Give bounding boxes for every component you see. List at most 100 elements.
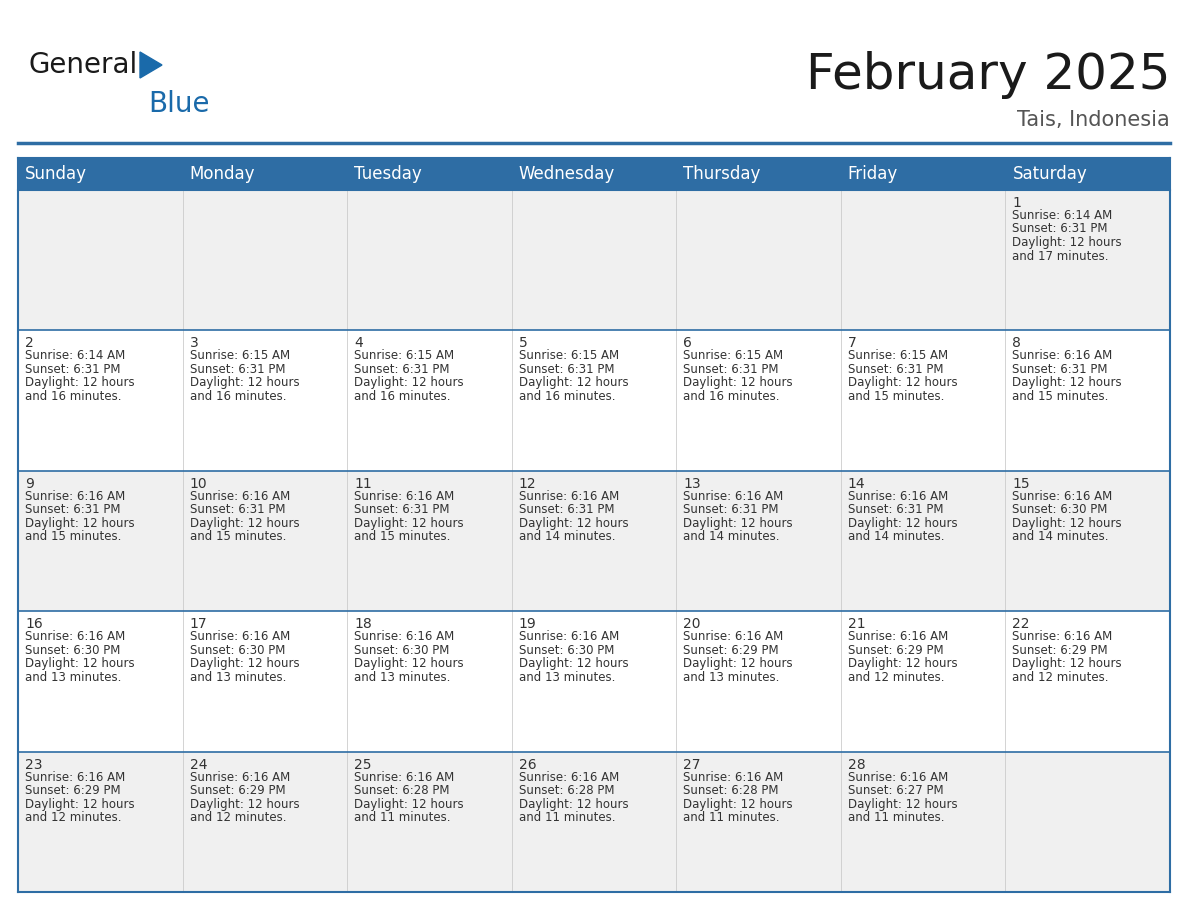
Text: Daylight: 12 hours: Daylight: 12 hours: [25, 376, 134, 389]
Text: Wednesday: Wednesday: [519, 165, 615, 183]
Text: and 13 minutes.: and 13 minutes.: [519, 671, 615, 684]
Text: 28: 28: [848, 757, 866, 772]
Text: 11: 11: [354, 476, 372, 491]
Text: and 14 minutes.: and 14 minutes.: [683, 531, 779, 543]
Text: Sunset: 6:31 PM: Sunset: 6:31 PM: [354, 363, 449, 375]
Text: Daylight: 12 hours: Daylight: 12 hours: [190, 798, 299, 811]
Text: Daylight: 12 hours: Daylight: 12 hours: [519, 657, 628, 670]
Text: Daylight: 12 hours: Daylight: 12 hours: [683, 376, 792, 389]
Text: Sunrise: 6:14 AM: Sunrise: 6:14 AM: [1012, 209, 1113, 222]
Text: and 15 minutes.: and 15 minutes.: [190, 531, 286, 543]
Text: and 12 minutes.: and 12 minutes.: [190, 812, 286, 824]
Text: Daylight: 12 hours: Daylight: 12 hours: [683, 657, 792, 670]
Text: Sunrise: 6:16 AM: Sunrise: 6:16 AM: [354, 770, 454, 784]
Text: Daylight: 12 hours: Daylight: 12 hours: [25, 798, 134, 811]
Text: 16: 16: [25, 617, 43, 632]
Text: 26: 26: [519, 757, 536, 772]
Text: and 13 minutes.: and 13 minutes.: [683, 671, 779, 684]
Text: Sunset: 6:29 PM: Sunset: 6:29 PM: [683, 644, 779, 656]
Text: Sunrise: 6:16 AM: Sunrise: 6:16 AM: [25, 630, 125, 644]
Bar: [676, 158, 841, 190]
Text: Sunset: 6:31 PM: Sunset: 6:31 PM: [190, 503, 285, 516]
Text: 19: 19: [519, 617, 537, 632]
Text: Daylight: 12 hours: Daylight: 12 hours: [519, 798, 628, 811]
Text: 14: 14: [848, 476, 866, 491]
Text: Sunrise: 6:16 AM: Sunrise: 6:16 AM: [1012, 490, 1113, 503]
Text: Sunday: Sunday: [25, 165, 87, 183]
Bar: [1005, 158, 1170, 190]
Text: Daylight: 12 hours: Daylight: 12 hours: [1012, 376, 1121, 389]
Text: Sunrise: 6:16 AM: Sunrise: 6:16 AM: [25, 490, 125, 503]
Text: 1: 1: [1012, 196, 1022, 210]
Text: Daylight: 12 hours: Daylight: 12 hours: [25, 657, 134, 670]
Text: and 17 minutes.: and 17 minutes.: [1012, 250, 1108, 263]
Text: Sunrise: 6:15 AM: Sunrise: 6:15 AM: [848, 350, 948, 363]
Text: 10: 10: [190, 476, 207, 491]
Text: Sunrise: 6:16 AM: Sunrise: 6:16 AM: [1012, 350, 1113, 363]
Text: and 16 minutes.: and 16 minutes.: [519, 390, 615, 403]
Text: Sunset: 6:31 PM: Sunset: 6:31 PM: [519, 363, 614, 375]
Text: Sunset: 6:31 PM: Sunset: 6:31 PM: [1012, 363, 1108, 375]
Text: Daylight: 12 hours: Daylight: 12 hours: [25, 517, 134, 530]
Text: Sunset: 6:31 PM: Sunset: 6:31 PM: [354, 503, 449, 516]
Text: Sunrise: 6:16 AM: Sunrise: 6:16 AM: [354, 630, 454, 644]
Text: Daylight: 12 hours: Daylight: 12 hours: [190, 657, 299, 670]
Text: Sunset: 6:31 PM: Sunset: 6:31 PM: [683, 503, 779, 516]
Text: Daylight: 12 hours: Daylight: 12 hours: [683, 798, 792, 811]
Text: Sunrise: 6:16 AM: Sunrise: 6:16 AM: [1012, 630, 1113, 644]
Text: and 11 minutes.: and 11 minutes.: [354, 812, 450, 824]
Text: Sunrise: 6:16 AM: Sunrise: 6:16 AM: [25, 770, 125, 784]
Text: Sunset: 6:29 PM: Sunset: 6:29 PM: [1012, 644, 1108, 656]
Text: Sunset: 6:27 PM: Sunset: 6:27 PM: [848, 784, 943, 797]
Text: Daylight: 12 hours: Daylight: 12 hours: [848, 376, 958, 389]
Polygon shape: [140, 52, 162, 78]
Text: 23: 23: [25, 757, 43, 772]
Text: 5: 5: [519, 336, 527, 351]
Text: Blue: Blue: [148, 90, 209, 118]
Text: Daylight: 12 hours: Daylight: 12 hours: [1012, 236, 1121, 249]
Bar: [347, 158, 512, 190]
Text: Sunset: 6:28 PM: Sunset: 6:28 PM: [354, 784, 449, 797]
Text: 21: 21: [848, 617, 866, 632]
Text: Sunset: 6:31 PM: Sunset: 6:31 PM: [519, 503, 614, 516]
Text: and 11 minutes.: and 11 minutes.: [519, 812, 615, 824]
Text: 6: 6: [683, 336, 693, 351]
Text: Sunrise: 6:14 AM: Sunrise: 6:14 AM: [25, 350, 125, 363]
Text: Daylight: 12 hours: Daylight: 12 hours: [1012, 517, 1121, 530]
Bar: [18, 611, 1170, 752]
Text: Sunrise: 6:16 AM: Sunrise: 6:16 AM: [848, 770, 948, 784]
Text: Daylight: 12 hours: Daylight: 12 hours: [848, 657, 958, 670]
Text: and 12 minutes.: and 12 minutes.: [1012, 671, 1108, 684]
Text: Monday: Monday: [190, 165, 255, 183]
Text: and 16 minutes.: and 16 minutes.: [683, 390, 779, 403]
Text: and 13 minutes.: and 13 minutes.: [354, 671, 450, 684]
Text: Sunset: 6:30 PM: Sunset: 6:30 PM: [519, 644, 614, 656]
Text: Sunset: 6:31 PM: Sunset: 6:31 PM: [1012, 222, 1108, 236]
Bar: [18, 471, 1170, 611]
Text: Daylight: 12 hours: Daylight: 12 hours: [190, 376, 299, 389]
Text: 27: 27: [683, 757, 701, 772]
Text: General: General: [29, 51, 138, 79]
Text: Sunset: 6:31 PM: Sunset: 6:31 PM: [848, 503, 943, 516]
Text: February 2025: February 2025: [805, 51, 1170, 99]
Text: 25: 25: [354, 757, 372, 772]
Text: Sunrise: 6:15 AM: Sunrise: 6:15 AM: [683, 350, 783, 363]
Text: 13: 13: [683, 476, 701, 491]
Text: Tuesday: Tuesday: [354, 165, 422, 183]
Text: Sunset: 6:30 PM: Sunset: 6:30 PM: [190, 644, 285, 656]
Text: Sunset: 6:29 PM: Sunset: 6:29 PM: [25, 784, 121, 797]
Text: Daylight: 12 hours: Daylight: 12 hours: [683, 517, 792, 530]
Text: Sunset: 6:31 PM: Sunset: 6:31 PM: [848, 363, 943, 375]
Text: Sunset: 6:30 PM: Sunset: 6:30 PM: [25, 644, 120, 656]
Text: and 15 minutes.: and 15 minutes.: [25, 531, 121, 543]
Text: and 14 minutes.: and 14 minutes.: [1012, 531, 1108, 543]
Text: and 15 minutes.: and 15 minutes.: [848, 390, 944, 403]
Text: Sunrise: 6:16 AM: Sunrise: 6:16 AM: [683, 770, 784, 784]
Text: Daylight: 12 hours: Daylight: 12 hours: [519, 376, 628, 389]
Text: Sunset: 6:31 PM: Sunset: 6:31 PM: [683, 363, 779, 375]
Text: Tais, Indonesia: Tais, Indonesia: [1017, 110, 1170, 130]
Text: Sunset: 6:30 PM: Sunset: 6:30 PM: [1012, 503, 1107, 516]
Text: Sunrise: 6:15 AM: Sunrise: 6:15 AM: [354, 350, 454, 363]
Text: 15: 15: [1012, 476, 1030, 491]
Text: Sunrise: 6:15 AM: Sunrise: 6:15 AM: [190, 350, 290, 363]
